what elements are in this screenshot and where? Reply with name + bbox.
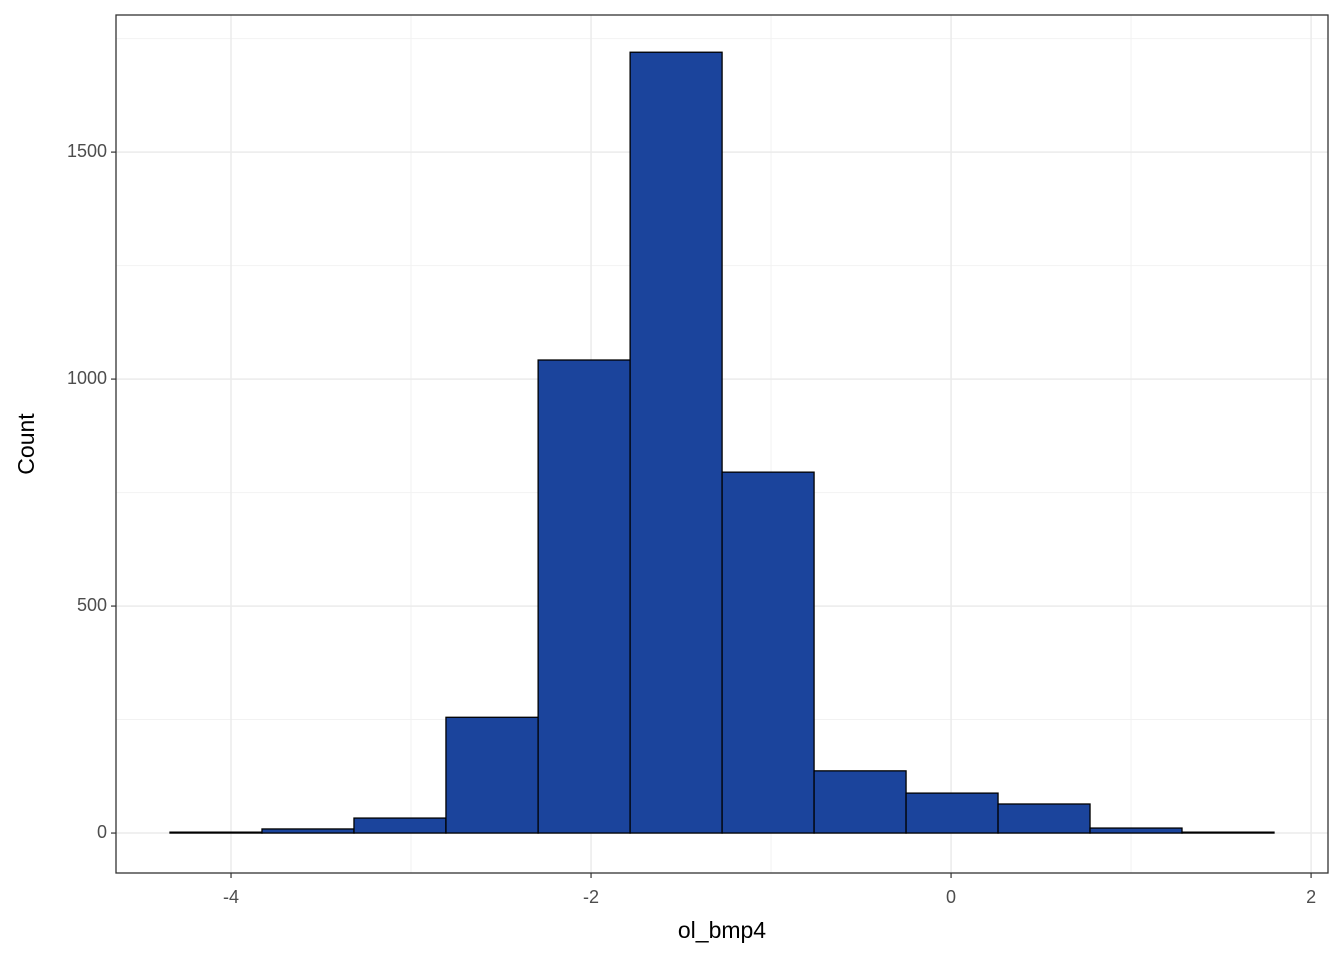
bar (261, 828, 355, 834)
y-tick-label: 500 (77, 595, 107, 615)
bar (169, 831, 263, 834)
x-tick-label: -4 (223, 887, 239, 907)
bar (721, 471, 815, 834)
bar (445, 716, 539, 834)
y-tick-label: 1500 (67, 141, 107, 161)
bar (629, 51, 723, 834)
x-tick-label: 2 (1306, 887, 1316, 907)
panel-border (115, 14, 1329, 874)
bar (1089, 827, 1183, 834)
bar (353, 817, 447, 834)
y-axis-title: Count (13, 413, 39, 475)
y-tick-label: 0 (97, 822, 107, 842)
bar (1181, 831, 1275, 834)
bar (905, 792, 999, 834)
bar (537, 359, 631, 834)
x-tick-label: -2 (583, 887, 599, 907)
bar (997, 803, 1091, 834)
x-tick-label: 0 (946, 887, 956, 907)
y-tick-label: 1000 (67, 368, 107, 388)
x-axis-title: ol_bmp4 (678, 917, 766, 943)
bar (813, 770, 907, 834)
